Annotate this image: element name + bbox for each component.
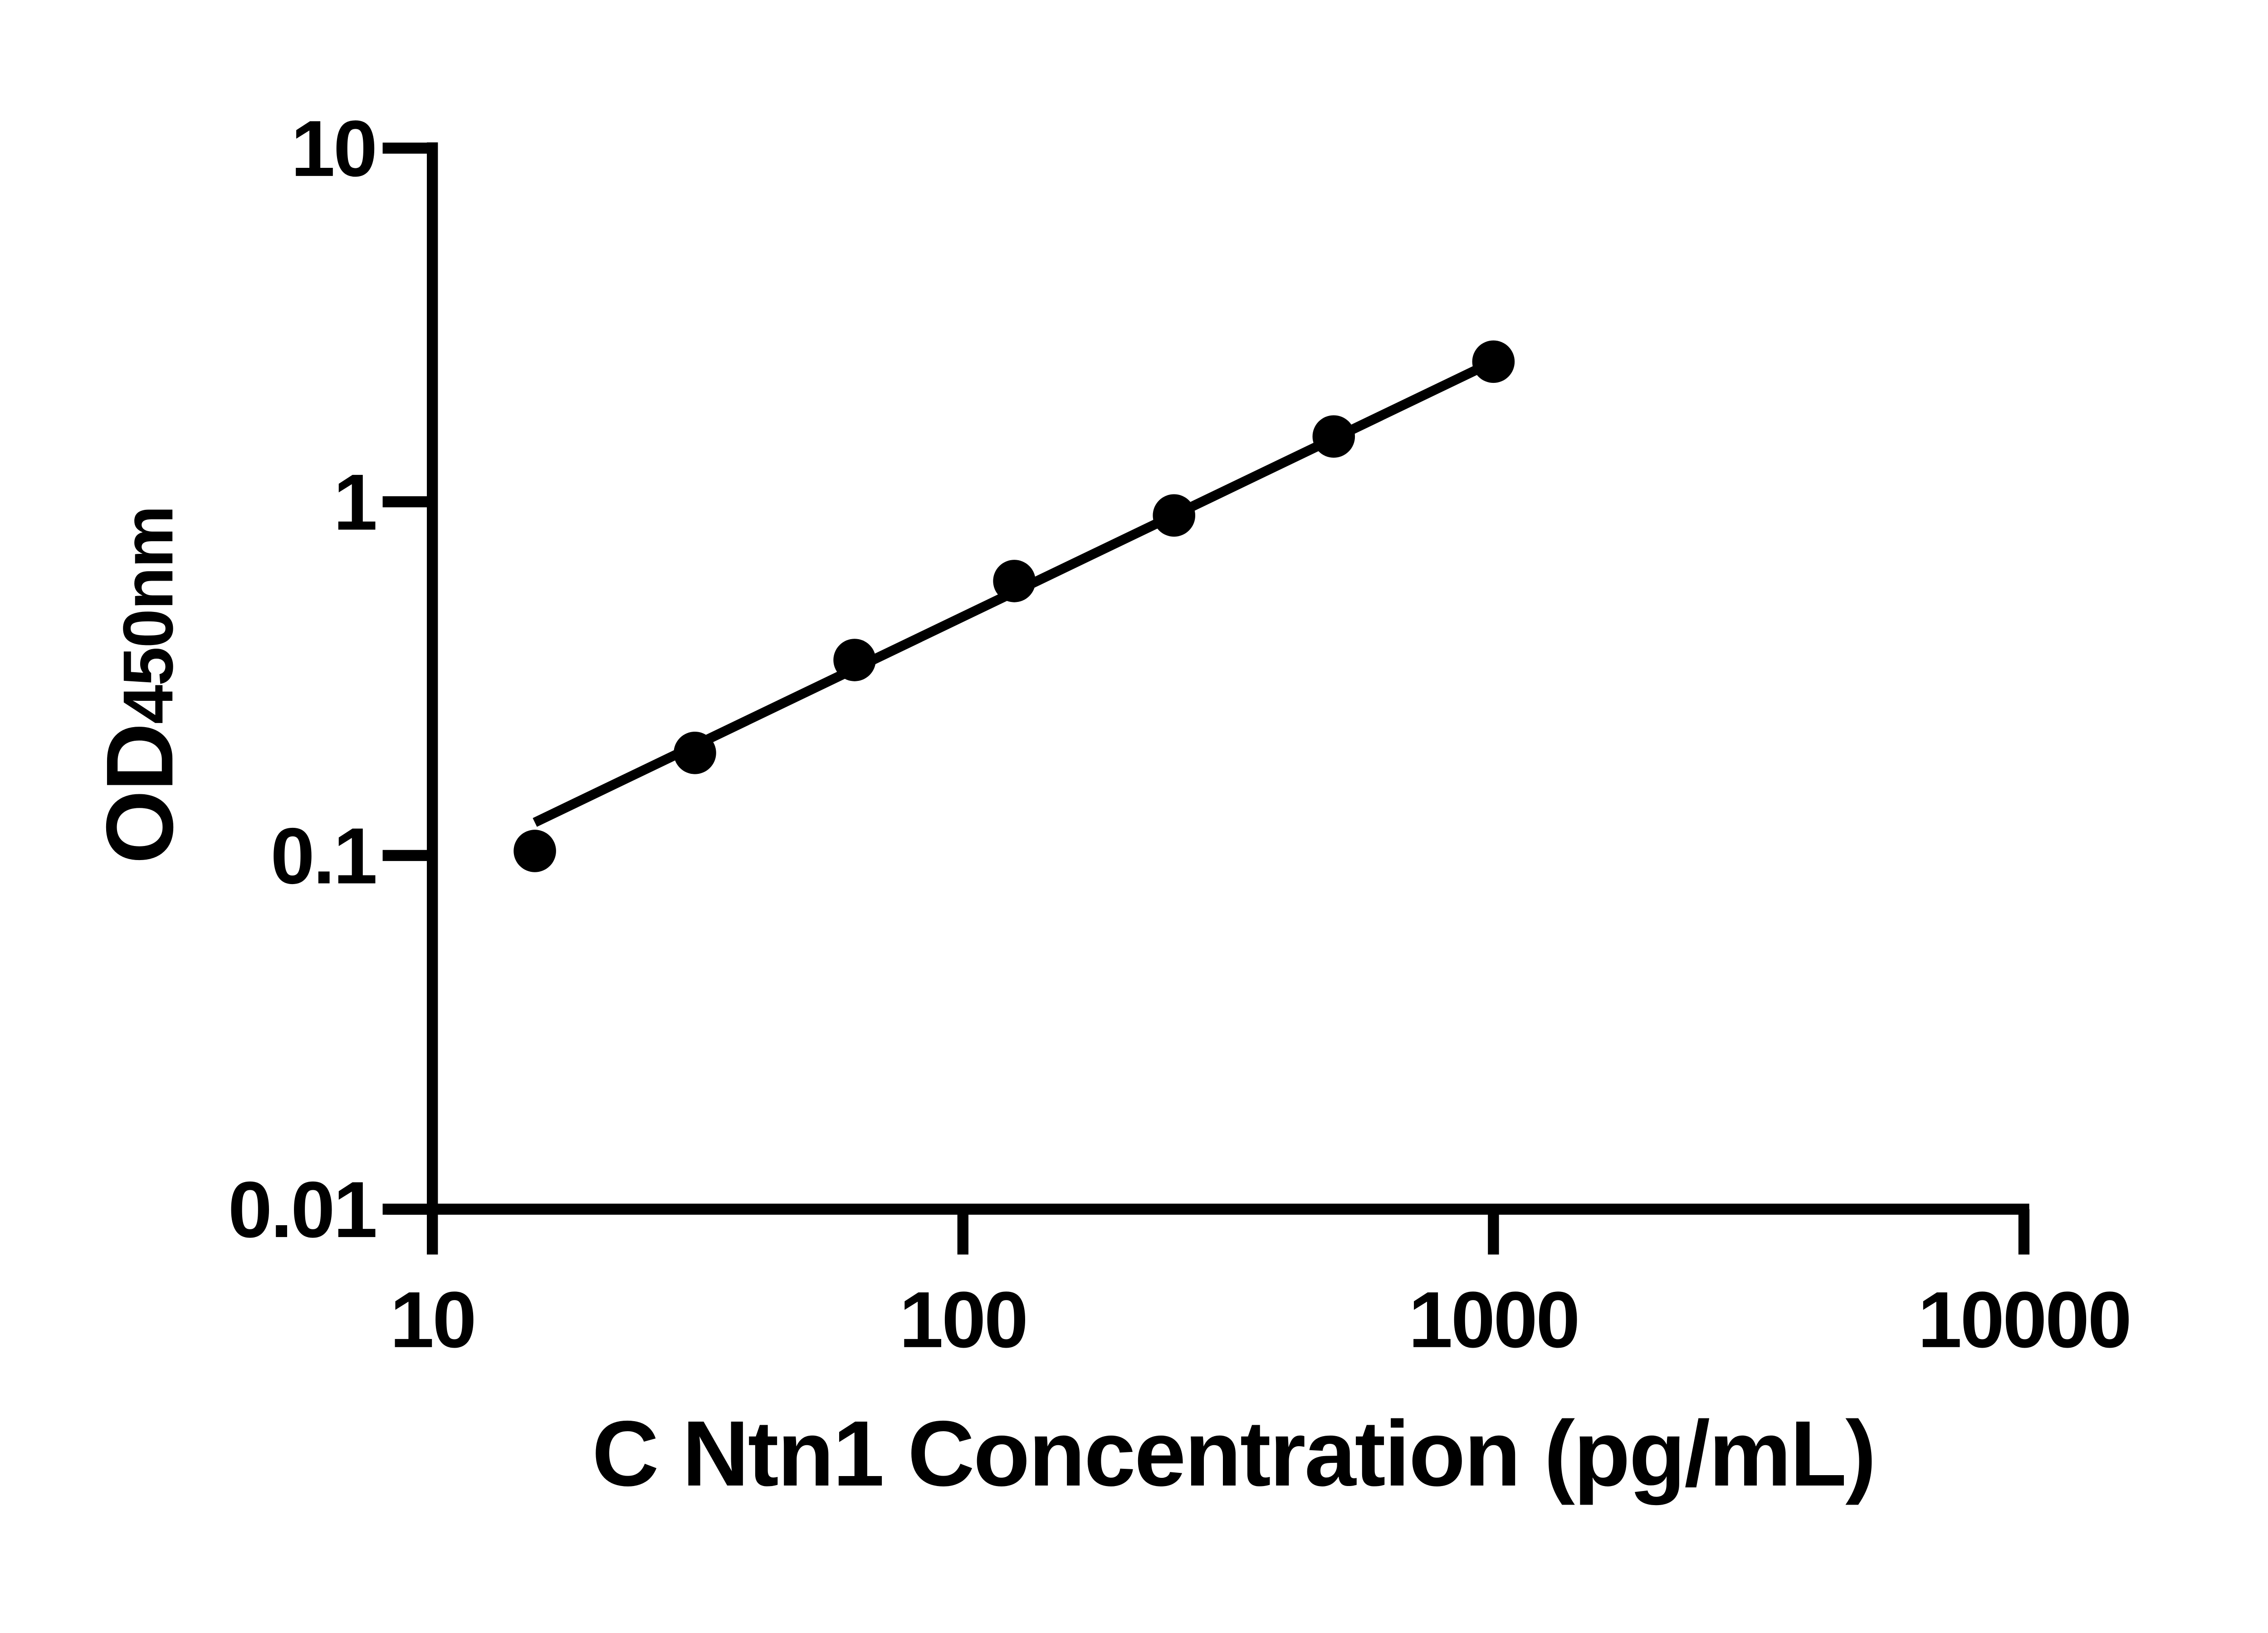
y-axis-title: OD450nm [87, 507, 193, 864]
elisa-standard-curve-page: 10 1 0.1 0.01 10 100 1000 10000 C Ntn1 Concent… [87, 104, 2132, 1506]
y-tick-label: 1 [333, 458, 376, 547]
data-point [513, 830, 556, 872]
y-tick-label: 0.1 [270, 812, 376, 900]
elisa-standard-curve-chart: 10 1 0.1 0.01 10 100 1000 10000 C Ntn1 Concent… [87, 104, 2132, 1506]
x-tick-label: 10 [390, 1276, 475, 1364]
data-series-layer [513, 340, 1515, 872]
y-axis-title-main: OD [87, 724, 193, 864]
y-axis-ticks [382, 142, 433, 1215]
y-axis-tick-labels: 10 1 0.1 0.01 [228, 104, 378, 1254]
y-tick-label: 0.01 [228, 1165, 376, 1254]
x-axis-title: C Ntn1 Concentration (pg/mL) [592, 1402, 1875, 1506]
x-tick-label: 10000 [1918, 1276, 2130, 1364]
data-point [1312, 415, 1355, 458]
x-axis-tick-labels: 10 100 1000 10000 [390, 1276, 2132, 1364]
data-point [993, 560, 1036, 602]
data-point [1153, 494, 1196, 537]
y-axis-title-subscript: 450nm [109, 507, 188, 724]
data-point [833, 639, 876, 681]
data-point [1472, 340, 1515, 383]
x-tick-label: 100 [899, 1276, 1026, 1364]
x-tick-label: 1000 [1408, 1276, 1579, 1364]
y-tick-label: 10 [291, 104, 376, 193]
data-point [674, 732, 716, 774]
x-axis-ticks [427, 1209, 2030, 1255]
